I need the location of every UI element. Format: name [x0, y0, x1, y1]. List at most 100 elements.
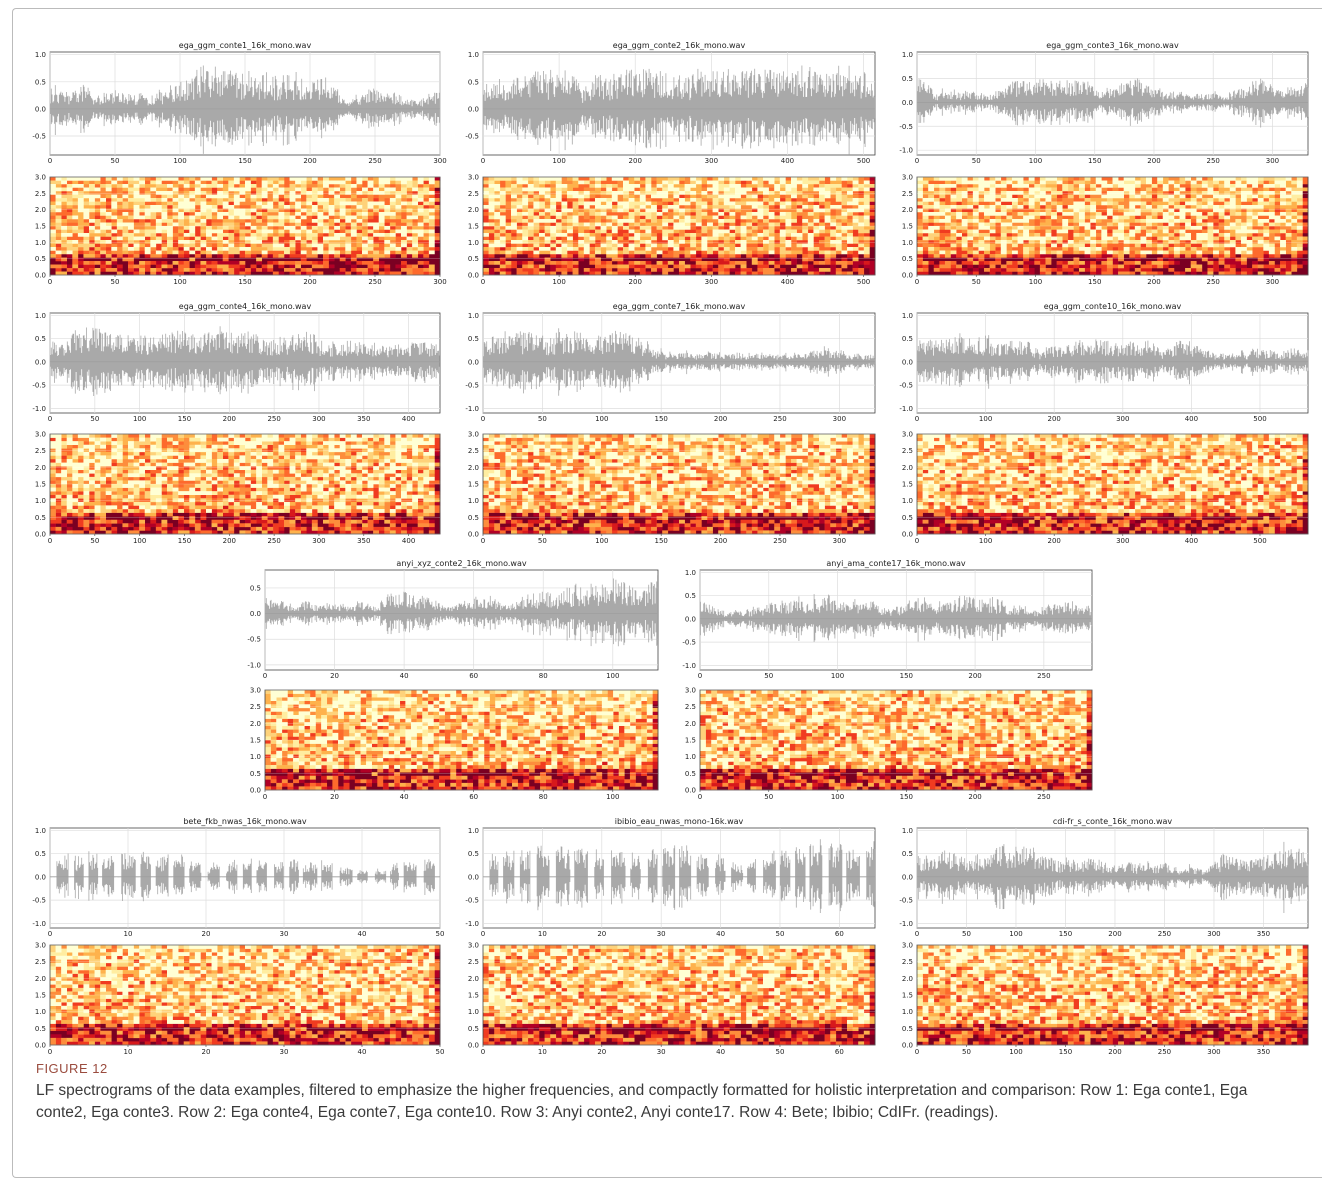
y-tick-label: 1.5 — [902, 223, 913, 231]
x-tick-label: 0 — [48, 1048, 52, 1056]
x-tick-label: 0 — [915, 537, 919, 545]
y-tick-label: -0.5 — [899, 382, 913, 390]
x-tick-label: 300 — [433, 278, 446, 286]
y-tick-label: 1.0 — [902, 239, 913, 247]
x-tick-label: 100 — [1029, 157, 1042, 165]
x-tick-label: 300 — [312, 415, 325, 423]
y-tick-label: 3.0 — [35, 431, 46, 439]
y-tick-label: 2.0 — [35, 206, 46, 214]
y-tick-label: 0.5 — [468, 1025, 479, 1033]
x-tick-label: 0 — [915, 157, 919, 165]
y-tick-label: 1.0 — [35, 497, 46, 505]
y-tick-label: 0.5 — [35, 255, 46, 263]
x-tick-label: 20 — [202, 1048, 211, 1056]
x-tick-label: 150 — [238, 278, 251, 286]
x-tick-label: 50 — [962, 1048, 971, 1056]
x-tick-label: 100 — [173, 157, 186, 165]
panel-title: anyi_ama_conte17_16k_mono.wav — [826, 559, 965, 568]
y-tick-label: -0.5 — [682, 639, 696, 647]
x-tick-label: 100 — [979, 537, 992, 545]
x-tick-label: 250 — [1207, 157, 1220, 165]
y-tick-label: 1.0 — [902, 827, 913, 835]
y-tick-label: -1.0 — [682, 662, 696, 670]
x-tick-label: 0 — [915, 415, 919, 423]
x-tick-label: 50 — [764, 672, 773, 680]
x-tick-label: 150 — [654, 415, 667, 423]
x-tick-label: 300 — [1116, 415, 1129, 423]
y-tick-label: 2.0 — [902, 206, 913, 214]
x-tick-label: 0 — [481, 278, 485, 286]
y-tick-label: 0.0 — [902, 873, 913, 881]
y-tick-label: 0.0 — [250, 610, 261, 618]
x-tick-label: 250 — [773, 415, 786, 423]
x-tick-label: 100 — [1009, 1048, 1022, 1056]
y-tick-label: 0.0 — [902, 358, 913, 366]
y-tick-label: 0.0 — [468, 272, 479, 280]
x-tick-label: 0 — [48, 157, 52, 165]
panel-title: bete_fkb_nwas_16k_mono.wav — [183, 817, 307, 826]
y-tick-label: 0.5 — [902, 1025, 913, 1033]
x-tick-label: 0 — [263, 793, 267, 801]
x-tick-label: 100 — [606, 672, 619, 680]
x-tick-label: 50 — [436, 930, 445, 938]
y-tick-label: 1.0 — [35, 827, 46, 835]
x-tick-label: 200 — [629, 157, 642, 165]
y-tick-label: -1.0 — [899, 147, 913, 155]
y-tick-label: 3.0 — [35, 942, 46, 950]
x-tick-label: 0 — [915, 278, 919, 286]
x-tick-label: 300 — [1266, 278, 1279, 286]
y-tick-label: 3.0 — [902, 942, 913, 950]
panel-title: cdi-fr_s_conte_16k_mono.wav — [1053, 817, 1173, 826]
y-tick-label: 2.0 — [902, 975, 913, 983]
y-tick-label: 1.0 — [468, 51, 479, 59]
y-tick-label: -1.0 — [899, 920, 913, 928]
y-tick-label: 0.5 — [35, 1025, 46, 1033]
x-tick-label: 50 — [111, 157, 120, 165]
x-tick-label: 250 — [1037, 793, 1050, 801]
y-tick-label: 1.5 — [902, 992, 913, 1000]
x-tick-label: 100 — [133, 415, 146, 423]
x-tick-label: 250 — [1158, 930, 1171, 938]
x-tick-label: 50 — [111, 278, 120, 286]
x-tick-label: 100 — [552, 157, 565, 165]
y-tick-label: -0.5 — [465, 133, 479, 141]
x-tick-label: 50 — [776, 930, 785, 938]
x-tick-label: 0 — [48, 278, 52, 286]
x-tick-label: 0 — [698, 793, 702, 801]
x-tick-label: 50 — [972, 157, 981, 165]
y-tick-label: -0.5 — [247, 636, 261, 644]
y-tick-label: -0.5 — [32, 897, 46, 905]
y-tick-label: 0.5 — [250, 584, 261, 592]
x-tick-label: 40 — [716, 930, 725, 938]
x-tick-label: 150 — [1059, 1048, 1072, 1056]
y-tick-label: 0.0 — [468, 1042, 479, 1050]
y-tick-label: 2.0 — [468, 464, 479, 472]
x-tick-label: 150 — [178, 537, 191, 545]
x-tick-label: 200 — [968, 793, 981, 801]
y-tick-label: 1.5 — [685, 737, 696, 745]
y-tick-label: 0.0 — [250, 787, 261, 795]
y-tick-label: 1.0 — [35, 51, 46, 59]
x-tick-label: 500 — [857, 278, 870, 286]
y-tick-label: 2.5 — [468, 958, 479, 966]
x-tick-label: 100 — [606, 793, 619, 801]
x-tick-label: 150 — [900, 672, 913, 680]
x-tick-label: 40 — [358, 1048, 367, 1056]
y-tick-label: 3.0 — [685, 687, 696, 695]
x-tick-label: 40 — [400, 793, 409, 801]
y-tick-label: -1.0 — [32, 405, 46, 413]
y-tick-label: 2.5 — [902, 190, 913, 198]
y-tick-label: 3.0 — [902, 174, 913, 182]
x-tick-label: 200 — [223, 415, 236, 423]
x-tick-label: 200 — [1108, 1048, 1121, 1056]
y-tick-label: 1.5 — [468, 223, 479, 231]
y-tick-label: 2.5 — [902, 447, 913, 455]
y-tick-label: -1.0 — [899, 405, 913, 413]
y-tick-label: 3.0 — [250, 687, 261, 695]
x-tick-label: 200 — [1048, 537, 1061, 545]
x-tick-label: 150 — [238, 157, 251, 165]
x-tick-label: 0 — [481, 930, 485, 938]
x-tick-label: 0 — [915, 1048, 919, 1056]
x-tick-label: 150 — [654, 537, 667, 545]
x-tick-label: 100 — [831, 793, 844, 801]
